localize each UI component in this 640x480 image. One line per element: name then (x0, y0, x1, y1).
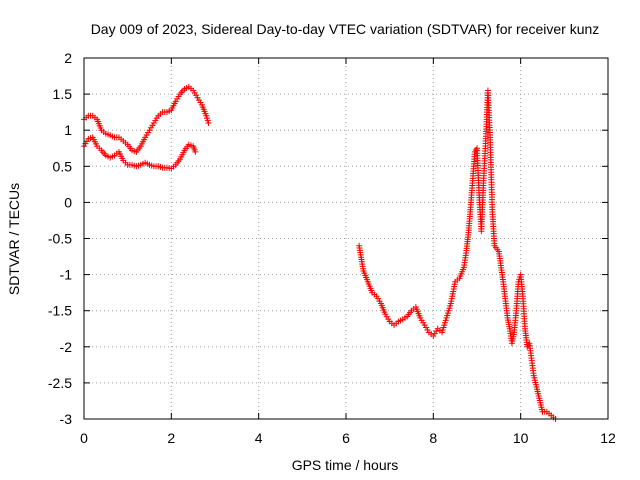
series-upper-early-arc (81, 83, 212, 155)
x-tick-label: 0 (80, 430, 88, 446)
x-tick-label: 2 (167, 430, 175, 446)
y-tick-label: -1 (60, 267, 73, 283)
chart-title: Day 009 of 2023, Sidereal Day-to-day VTE… (91, 21, 600, 37)
data-points (81, 83, 559, 422)
y-tick-label: 0.5 (53, 158, 73, 174)
x-tick-label: 10 (513, 430, 529, 446)
y-tick-label: 1 (64, 122, 72, 138)
y-tick-label: 2 (64, 50, 72, 66)
y-axis-label: SDTVAR / TECUs (6, 183, 22, 295)
y-tick-label: 0 (64, 194, 72, 210)
series-late-arc (356, 87, 559, 422)
x-tick-label: 8 (429, 430, 437, 446)
x-tick-label: 4 (255, 430, 263, 446)
data-point (205, 119, 212, 126)
x-tick-label: 12 (600, 430, 616, 446)
data-point (192, 148, 199, 155)
y-tick-label: -3 (60, 411, 73, 427)
y-tick-label: -2.5 (48, 375, 72, 391)
grid (84, 58, 608, 419)
y-tick-label: -1.5 (48, 303, 72, 319)
axis-ticks: 0 2 4 6 8 10 12 2 1.5 1 0.5 0 -0.5 -1 -1.5 -2 -2.5 -3 (48, 50, 616, 446)
x-axis-label: GPS time / hours (292, 457, 399, 473)
x-tick-label: 6 (342, 430, 350, 446)
y-tick-label: -2 (60, 339, 73, 355)
series-lower-early-arc (81, 134, 199, 172)
y-tick-label: -0.5 (48, 231, 72, 247)
y-tick-label: 1.5 (53, 86, 73, 102)
